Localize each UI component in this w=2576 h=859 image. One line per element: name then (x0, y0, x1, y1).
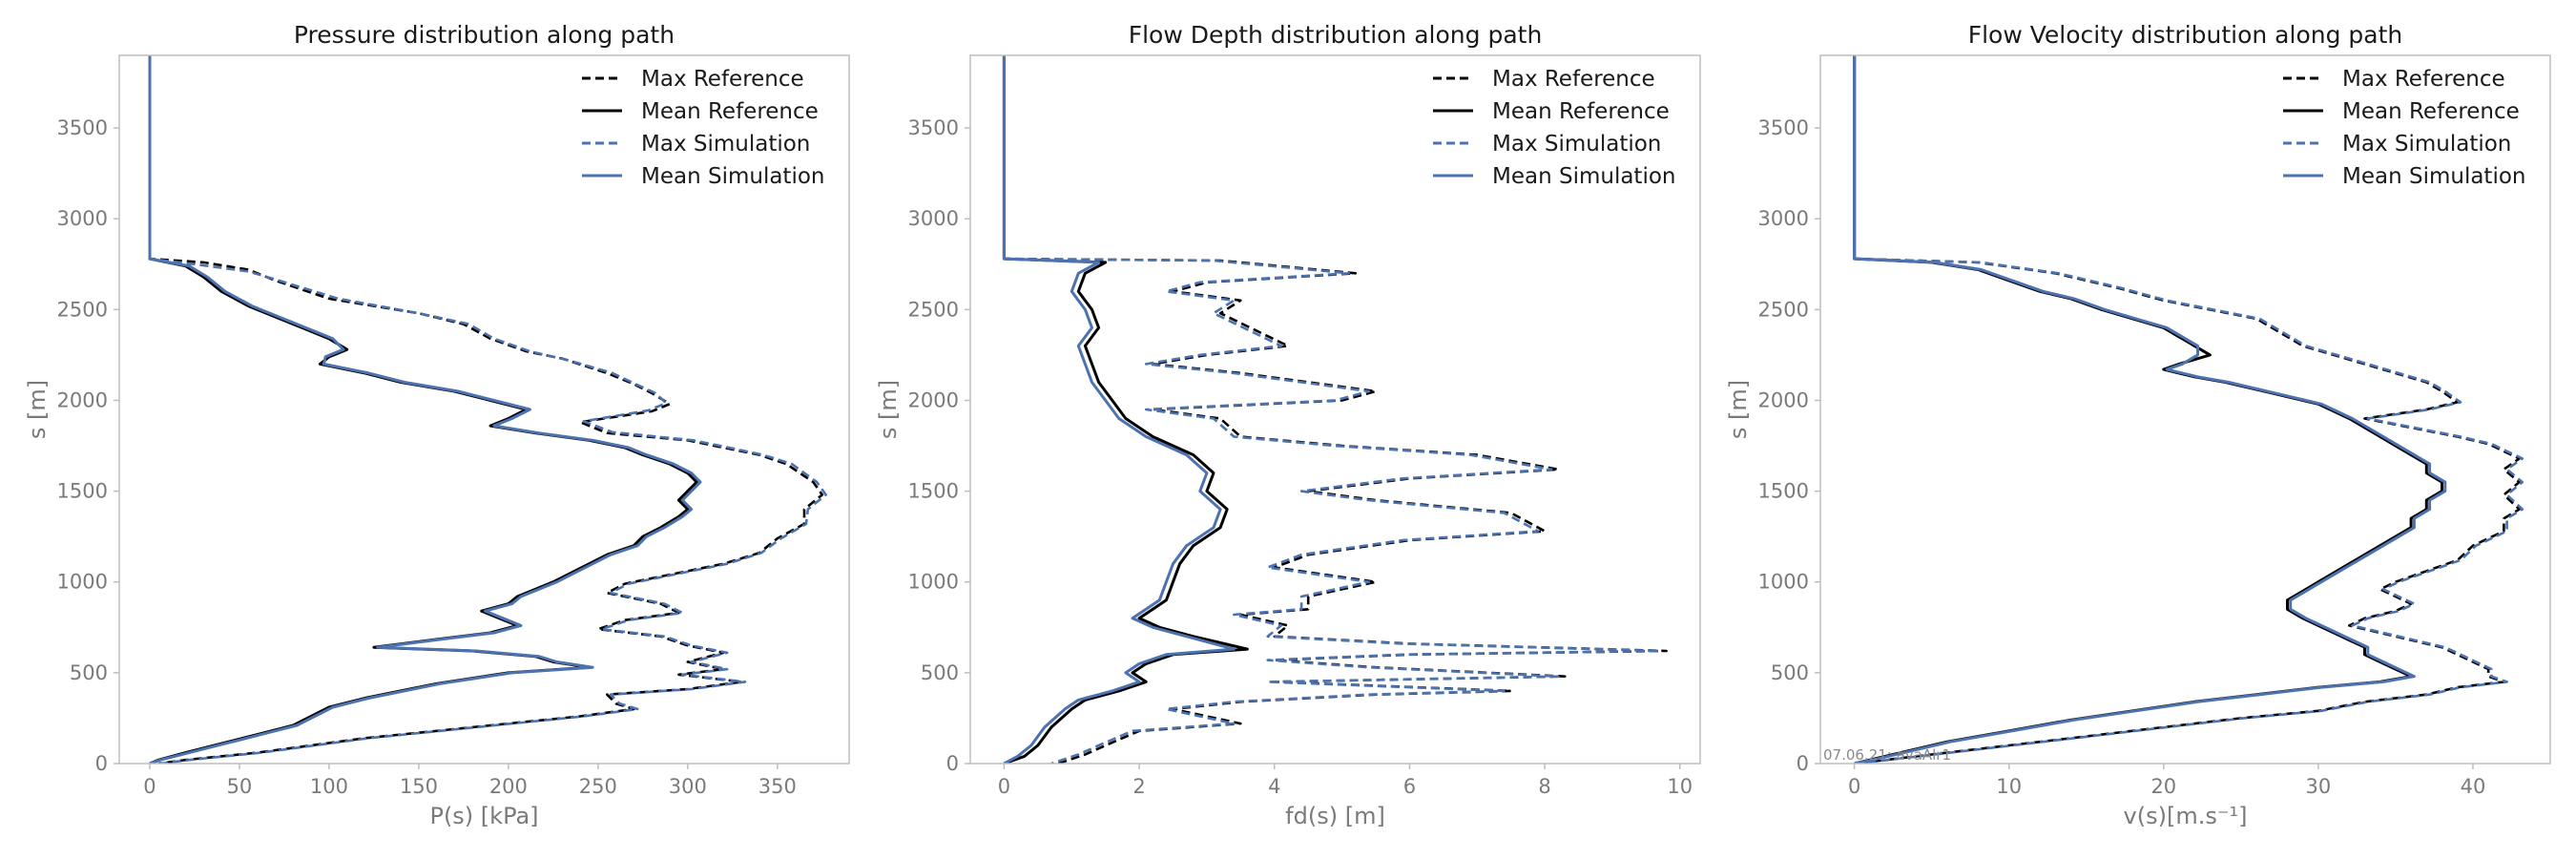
pressure-ytick-label: 2500 (57, 298, 108, 321)
flow-velocity-title: Flow Velocity distribution along path (1968, 21, 2403, 49)
flow-velocity-legend-label: Max Reference (2342, 67, 2505, 92)
flow-depth-series-mean-reference (1002, 55, 1249, 764)
pressure-ytick-label: 3000 (57, 207, 108, 230)
flow-depth-xtick-label: 4 (1268, 775, 1280, 798)
flow-depth-series-group (1002, 55, 1668, 764)
flow-depth-ytick-label: 1500 (908, 480, 959, 503)
flow-velocity-xtick-label: 20 (2150, 775, 2176, 798)
pressure-xtick-label: 350 (758, 775, 797, 798)
flow-depth-legend-label: Mean Simulation (1492, 164, 1676, 189)
flow-velocity-xlabel: v(s)[m.s⁻¹] (2124, 803, 2248, 829)
flow-velocity-series-max-reference (1853, 55, 2521, 764)
flow-velocity-legend-label: Max Simulation (2342, 132, 2511, 157)
flow-velocity-xtick-label: 40 (2461, 775, 2486, 798)
flow-velocity-ytick-label: 2500 (1758, 298, 1809, 321)
flow-velocity-legend: Max Reference Mean Reference Max Simulatio… (2283, 67, 2526, 189)
flow-velocity-ytick-label: 500 (1771, 661, 1809, 684)
pressure-xtick-label: 100 (310, 775, 348, 798)
pressure-xtick-label: 0 (143, 775, 156, 798)
flow-depth-xtick-label: 6 (1403, 775, 1416, 798)
pressure-legend-label: Max Reference (641, 67, 804, 92)
pressure-axes-frame (118, 54, 850, 765)
pressure-series-mean-simulation (148, 55, 702, 764)
pressure-ytick-label: 2000 (57, 388, 108, 411)
pressure-series-group (148, 55, 827, 764)
flow-depth-xlabel: fd(s) [m] (1285, 803, 1385, 829)
flow-velocity-series-group (1853, 55, 2524, 764)
flow-depth-ytick-label: 2500 (908, 298, 959, 321)
pressure-ylabel: s [m] (24, 380, 51, 439)
flow-velocity-ytick-label: 2000 (1758, 388, 1809, 411)
flow-depth-ytick-label: 2000 (908, 388, 959, 411)
flow-depth-ytick-label: 3000 (908, 207, 959, 230)
flow-depth-xtick-label: 2 (1132, 775, 1145, 798)
flow-depth-axes-frame (969, 54, 1701, 765)
flow-depth-ytick-label: 3500 (908, 116, 959, 139)
flow-velocity-ytick-label: 0 (1797, 752, 1809, 775)
pressure-series-max-simulation (148, 55, 827, 764)
pressure-xtick-label: 200 (489, 775, 528, 798)
flow-depth-legend-label: Max Reference (1492, 67, 1655, 92)
pressure-legend-label: Max Simulation (641, 132, 810, 157)
pressure-ytick-label: 1500 (57, 480, 108, 503)
flow-depth-series-max-simulation (1003, 55, 1661, 764)
flow-velocity-legend-label: Mean Reference (2342, 99, 2520, 124)
pressure-series-max-reference (148, 55, 824, 764)
flow-velocity-series-mean-reference (1853, 55, 2443, 764)
flow-depth-series-mean-simulation (1002, 55, 1236, 764)
flow-depth-xtick-label: 0 (998, 775, 1010, 798)
pressure-xlabel: P(s) [kPa] (429, 803, 538, 829)
pressure-xtick-label: 250 (579, 775, 617, 798)
pressure-xtick-label: 50 (227, 775, 253, 798)
flow-depth-legend-label: Max Simulation (1492, 132, 1661, 157)
pressure-xtick-label: 300 (669, 775, 707, 798)
flow-velocity-ytick-label: 3500 (1758, 116, 1809, 139)
timestamp-stamp: 07.06.21: avaAlr1 (1823, 746, 1951, 764)
flow-depth-ytick-label: 500 (921, 661, 959, 684)
pressure-series-mean-reference (148, 55, 698, 764)
flow-velocity-axes-frame (1819, 54, 2551, 765)
pressure-ytick-label: 3500 (57, 116, 108, 139)
flow-depth-ytick-label: 1000 (908, 571, 959, 594)
flow-velocity-ytick-label: 3000 (1758, 207, 1809, 230)
flow-velocity-series-mean-simulation (1853, 55, 2447, 764)
pressure-xtick-label: 150 (400, 775, 438, 798)
flow-depth-xtick-label: 8 (1538, 775, 1550, 798)
flow-depth-panel: 0 2 4 6 8 10 0 500 1000 1500 2000 2500 3000 3500 Flow … (875, 21, 1701, 829)
pressure-legend: Max Reference Mean Reference Max Simulatio… (582, 67, 825, 189)
flow-depth-xtick-label: 10 (1667, 775, 1693, 798)
flow-depth-ytick-label: 0 (946, 752, 959, 775)
pressure-legend-label: Mean Simulation (641, 164, 825, 189)
flow-depth-ylabel: s [m] (875, 380, 902, 439)
flow-velocity-xtick-label: 10 (1996, 775, 2022, 798)
flow-velocity-ytick-label: 1500 (1758, 480, 1809, 503)
pressure-ytick-label: 1000 (57, 571, 108, 594)
flow-velocity-xtick-label: 30 (2306, 775, 2332, 798)
flow-velocity-panel: 0 10 20 30 40 0 500 1000 1500 2000 2500 3000 3500 Flo… (1725, 21, 2551, 829)
pressure-panel: 0 50 100 150 200 250 300 3500500100015002000250… (24, 21, 850, 829)
pressure-title: Pressure distribution along path (294, 21, 675, 49)
pressure-legend-label: Mean Reference (641, 99, 819, 124)
pressure-ytick-label: 0 (95, 752, 108, 775)
flow-velocity-legend-label: Mean Simulation (2342, 164, 2526, 189)
flow-depth-legend: Max Reference Mean Reference Max Simulatio… (1433, 67, 1676, 189)
flow-velocity-ylabel: s [m] (1725, 380, 1752, 439)
flow-velocity-series-max-simulation (1853, 55, 2524, 764)
flow-velocity-ytick-label: 1000 (1758, 571, 1809, 594)
pressure-ytick-label: 500 (70, 661, 108, 684)
flow-velocity-xtick-label: 0 (1848, 775, 1860, 798)
flow-depth-title: Flow Depth distribution along path (1129, 21, 1543, 49)
flow-depth-legend-label: Mean Reference (1492, 99, 1670, 124)
